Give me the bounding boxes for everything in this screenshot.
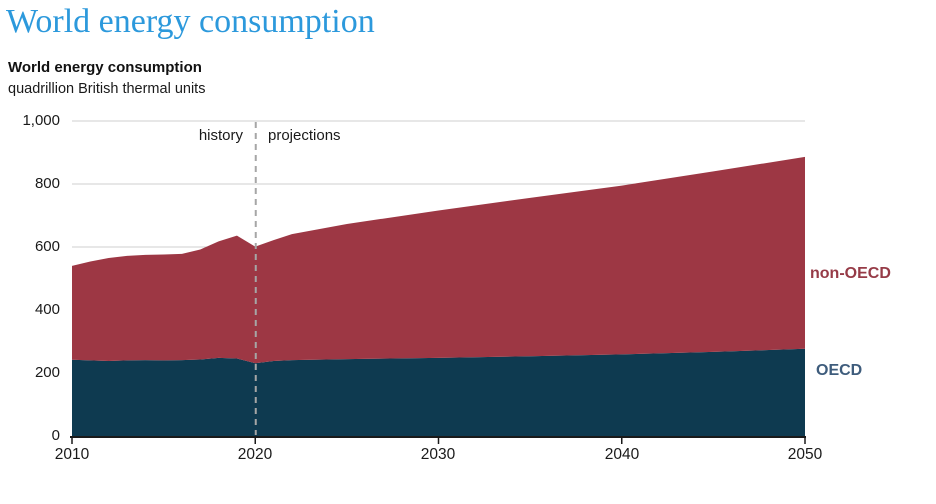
projections-annotation: projections xyxy=(268,127,341,144)
series-label-non-oecd: non-OECD xyxy=(810,265,891,282)
x-axis-tick-label: 2020 xyxy=(237,446,273,463)
oecd-area xyxy=(72,348,805,436)
page-title: World energy consumption xyxy=(6,3,375,40)
chart-title: World energy consumption xyxy=(8,59,202,76)
x-axis-tick-label: 2040 xyxy=(604,446,640,463)
non-oecd-area xyxy=(72,156,805,364)
y-axis-tick-label: 1,000 xyxy=(22,112,60,129)
y-axis-tick-label: 600 xyxy=(34,238,60,255)
x-axis-tick-label: 2030 xyxy=(420,446,456,463)
x-axis-tick-label: 2050 xyxy=(787,446,823,463)
y-axis-tick-label: 400 xyxy=(34,301,60,318)
y-axis-tick-label: 800 xyxy=(34,175,60,192)
x-axis-tick-label: 2010 xyxy=(54,446,90,463)
history-annotation: history xyxy=(198,127,243,144)
y-axis-tick-label: 200 xyxy=(34,364,60,381)
series-label-oecd: OECD xyxy=(816,362,863,379)
y-axis-tick-label: 0 xyxy=(51,427,60,444)
chart-units-label: quadrillion British thermal units xyxy=(8,81,206,97)
